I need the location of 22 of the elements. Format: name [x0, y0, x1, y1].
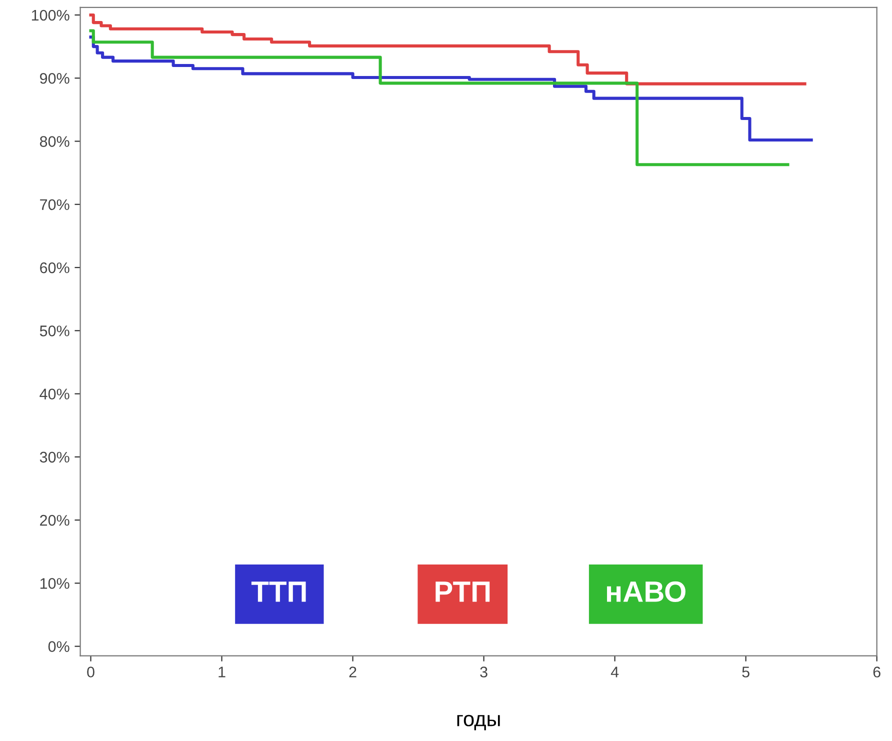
x-tick-label: 3: [480, 666, 488, 678]
y-tick-label: 40%: [40, 388, 70, 400]
y-tick-label: 70%: [40, 199, 70, 210]
x-tick-label: 2: [349, 666, 356, 678]
x-axis-title: годы: [457, 714, 500, 730]
text: нАВО: [607, 581, 686, 602]
y-tick-label: 100%: [32, 10, 70, 21]
x-tick-label: 5: [742, 666, 750, 678]
y-tick-label: 90%: [40, 72, 70, 84]
x-tick-label: 6: [873, 666, 880, 678]
x-tick-label: 0: [87, 666, 94, 678]
text: ТТП: [251, 582, 306, 602]
y-tick-label: 80%: [40, 136, 70, 147]
y-tick-label: 60%: [40, 262, 70, 274]
x-tick-label: 4: [610, 666, 619, 678]
y-tick-label: 50%: [40, 326, 70, 336]
x-tick-label: 1: [218, 666, 226, 678]
y-tick-label: 20%: [40, 514, 70, 526]
y-tick-label: 10%: [40, 578, 70, 589]
text: РТП: [436, 582, 490, 602]
y-tick-label: 30%: [40, 452, 70, 463]
y-tick-label: 0%: [48, 641, 70, 652]
